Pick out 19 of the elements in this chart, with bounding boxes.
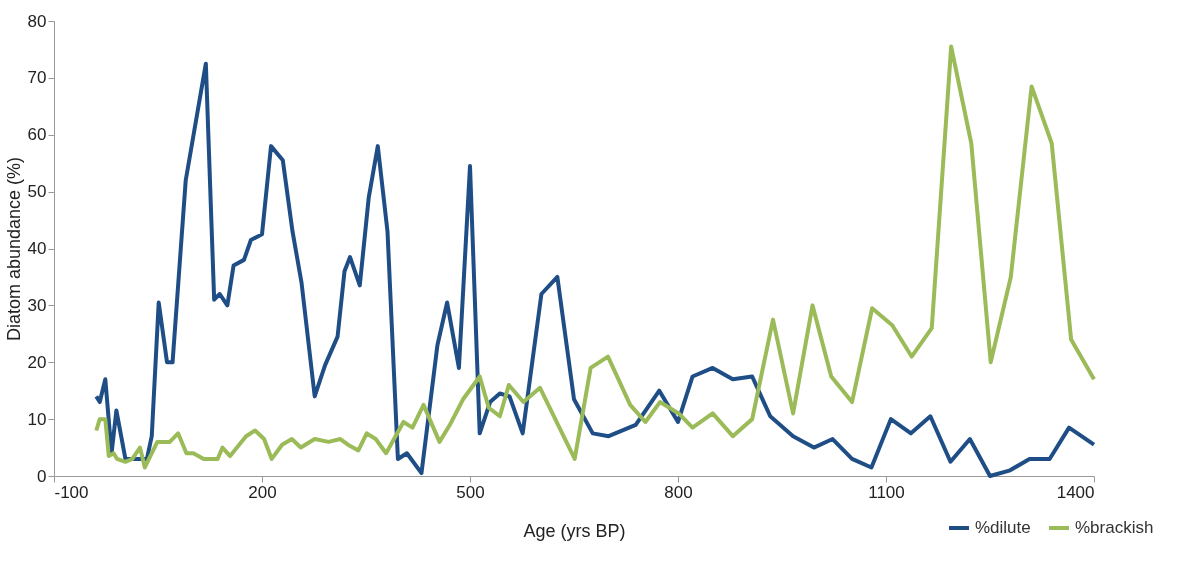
x-tick-label: 1400: [1056, 482, 1095, 502]
y-tick-label: 20: [27, 352, 47, 372]
legend-label: %brackish: [1075, 518, 1154, 537]
x-tick-label: 1100: [868, 482, 905, 502]
y-tick-label: 30: [27, 295, 47, 315]
y-axis-title: Diatom abundance (%): [3, 156, 24, 342]
y-tick-label: 0: [37, 466, 47, 486]
y-tick-label: 70: [27, 68, 47, 88]
x-axis-title: Age (yrs BP): [523, 520, 626, 541]
x-tick-label: 500: [456, 482, 485, 502]
x-tick-label: -100: [54, 482, 89, 502]
x-tick-label: 800: [664, 482, 693, 502]
y-tick-label: 80: [27, 11, 47, 31]
x-tick-label: 200: [248, 482, 277, 502]
y-tick-label: 10: [27, 409, 47, 429]
y-tick-label: 50: [27, 182, 47, 202]
legend-label: %dilute: [975, 518, 1031, 537]
y-tick-label: 40: [27, 239, 47, 258]
y-tick-label: 60: [27, 125, 47, 145]
